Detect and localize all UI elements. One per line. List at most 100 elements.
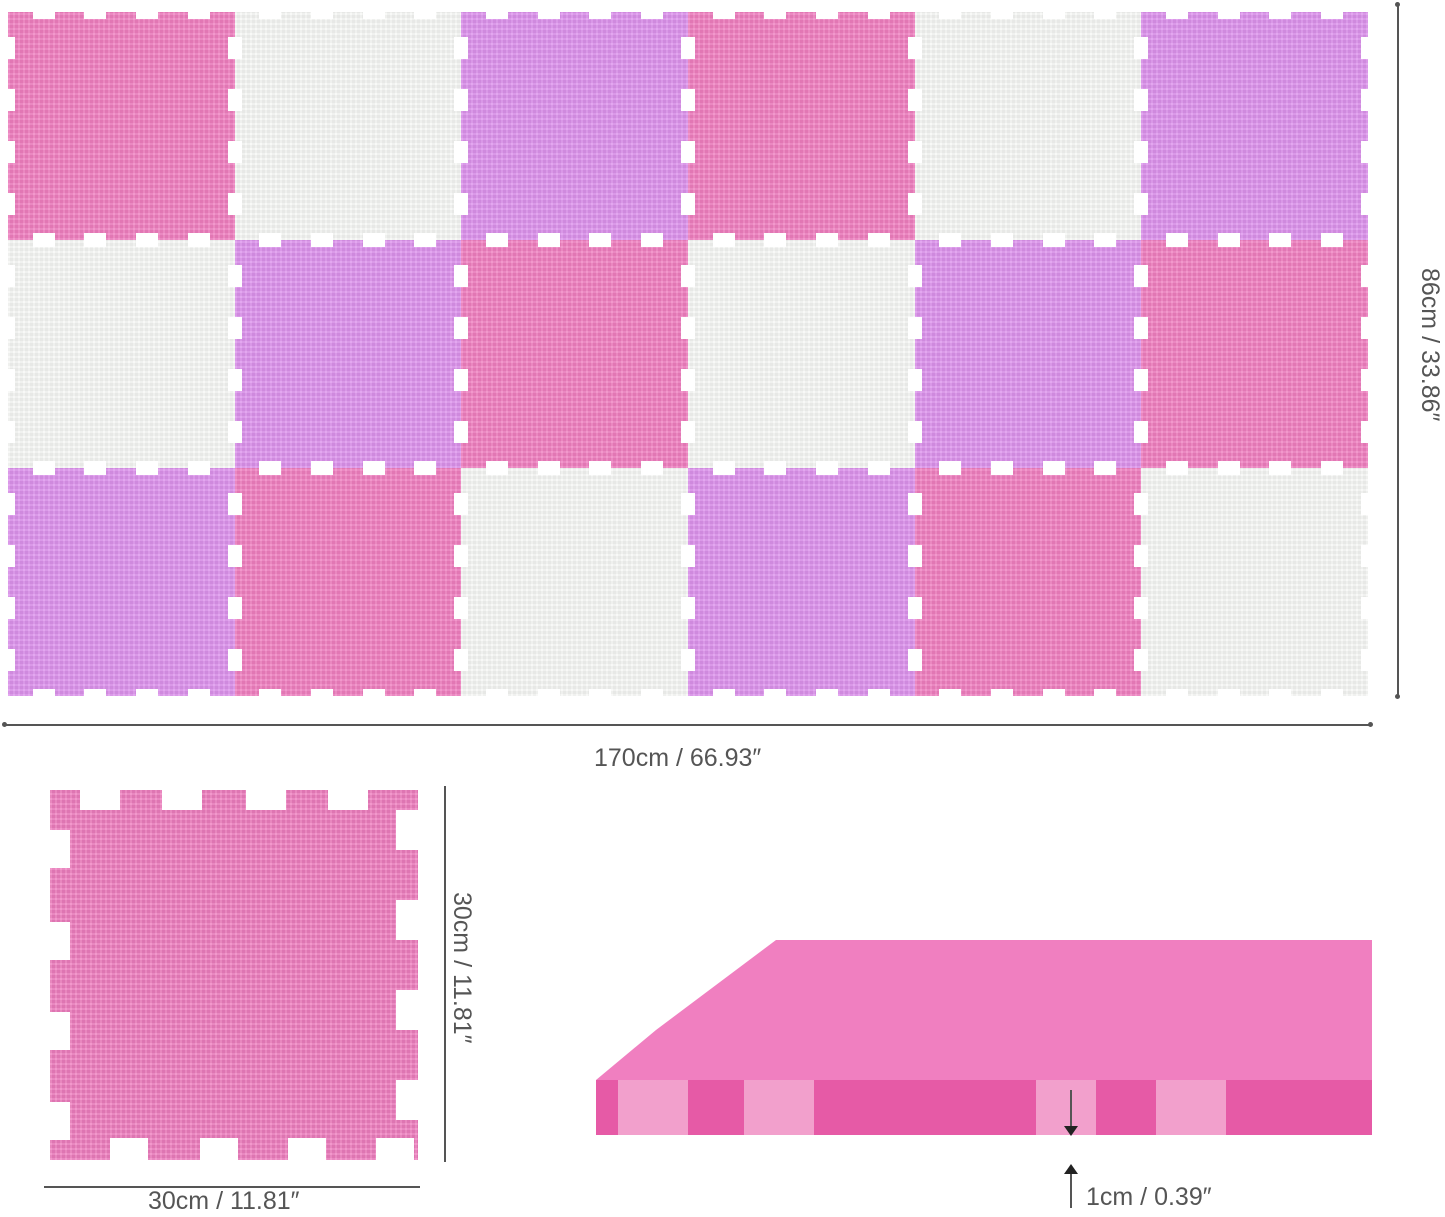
tile-notch bbox=[764, 233, 787, 247]
mat-tile-white bbox=[907, 5, 1149, 247]
tile-notch bbox=[1321, 461, 1344, 475]
tile-edge-left bbox=[1, 250, 15, 458]
tile-edge-top bbox=[925, 5, 1132, 19]
tile-edge-left bbox=[681, 478, 695, 686]
tile-notch bbox=[311, 233, 334, 247]
tile-edge-left bbox=[454, 250, 469, 458]
mat-tile-lilac bbox=[907, 233, 1149, 475]
tile-notch bbox=[1134, 597, 1149, 619]
tile-notch bbox=[907, 649, 922, 671]
tile-notch bbox=[991, 5, 1014, 19]
tile-notch bbox=[681, 421, 695, 443]
tile-notch bbox=[1269, 233, 1292, 247]
tile-edge-top bbox=[1151, 461, 1358, 475]
tile-notch bbox=[1217, 233, 1240, 247]
tile-notch bbox=[1134, 649, 1149, 671]
thickness-label: 1cm / 0.39″ bbox=[1086, 1183, 1212, 1211]
tile-notch bbox=[454, 545, 469, 567]
tile-edge-top bbox=[698, 233, 905, 247]
tile-edge-top bbox=[698, 5, 905, 19]
tile-notch bbox=[681, 265, 695, 287]
tile-edge-bottom bbox=[925, 689, 1132, 703]
tile-notch bbox=[1, 597, 15, 619]
tile-notch bbox=[1321, 689, 1344, 703]
tile-notch bbox=[1361, 89, 1375, 111]
tile-notch bbox=[227, 193, 242, 215]
tile-notch bbox=[907, 421, 922, 443]
tile-notch bbox=[136, 689, 159, 703]
tile-notch bbox=[1321, 233, 1344, 247]
tile-edge-left bbox=[227, 22, 242, 230]
tile-notch bbox=[1134, 421, 1149, 443]
tile-notch bbox=[1134, 37, 1149, 59]
tile-notch bbox=[907, 369, 922, 391]
tile-notch bbox=[939, 689, 962, 703]
tile-notch bbox=[454, 141, 469, 163]
tile-notch bbox=[1, 545, 15, 567]
tile-notch bbox=[84, 461, 107, 475]
tile-notch bbox=[589, 461, 612, 475]
width-dimension-cap-left bbox=[2, 722, 7, 727]
tile-notch bbox=[589, 689, 612, 703]
tile-notch bbox=[712, 461, 735, 475]
tile-edge-left bbox=[227, 250, 242, 458]
tile-notch bbox=[1042, 233, 1065, 247]
tile-edge-top bbox=[471, 5, 678, 19]
mat-tile-white bbox=[1, 233, 242, 475]
tile-notch bbox=[362, 233, 385, 247]
tile-notch bbox=[1, 649, 15, 671]
tile-edge-top bbox=[18, 5, 225, 19]
tile-notch bbox=[681, 369, 695, 391]
tile-edge-left bbox=[454, 22, 469, 230]
tile-notch bbox=[187, 233, 210, 247]
tile-edge-left bbox=[1134, 250, 1149, 458]
tile-notch bbox=[136, 461, 159, 475]
tile-notch bbox=[454, 317, 469, 339]
width-dimension-line bbox=[4, 724, 1372, 726]
tile-notch bbox=[187, 5, 210, 19]
tile-notch bbox=[454, 89, 469, 111]
tile-edge-top bbox=[471, 233, 678, 247]
tile-width-label: 30cm / 11.81″ bbox=[148, 1187, 300, 1215]
tile-notch bbox=[227, 265, 242, 287]
mat-tile-lilac bbox=[1, 461, 242, 703]
tile-edge-top bbox=[245, 461, 452, 475]
tile-notch bbox=[1269, 689, 1292, 703]
tile-edge-top bbox=[245, 233, 452, 247]
tile-notch bbox=[1, 421, 15, 443]
arrow-up-icon bbox=[1064, 1164, 1078, 1174]
tile-notch bbox=[681, 649, 695, 671]
tile-notch bbox=[537, 689, 560, 703]
tile-notch bbox=[486, 233, 509, 247]
tile-notch bbox=[907, 141, 922, 163]
tile-notch bbox=[1134, 369, 1149, 391]
tile-notch bbox=[454, 649, 469, 671]
tile-notch bbox=[1, 317, 15, 339]
mat-tile-white bbox=[1134, 461, 1375, 703]
tile-notch bbox=[764, 689, 787, 703]
tile-notch bbox=[486, 689, 509, 703]
tile-notch bbox=[84, 233, 107, 247]
tile-notch bbox=[1134, 89, 1149, 111]
tile-notch bbox=[641, 5, 664, 19]
tile-edge-top bbox=[245, 5, 452, 19]
tile-edge-top bbox=[925, 233, 1132, 247]
tile-notch bbox=[32, 233, 55, 247]
mat-tile-pink bbox=[907, 461, 1149, 703]
tile-notch bbox=[1, 193, 15, 215]
tile-notch bbox=[816, 5, 839, 19]
mat-tile-lilac bbox=[681, 461, 922, 703]
tile-notch bbox=[32, 461, 55, 475]
tile-notch bbox=[259, 689, 282, 703]
tile-notch bbox=[681, 37, 695, 59]
tile-notch bbox=[414, 233, 437, 247]
tile-notch bbox=[939, 461, 962, 475]
tile-perspective-view bbox=[596, 930, 1372, 1170]
tile-edge-left bbox=[681, 22, 695, 230]
tile-notch bbox=[681, 317, 695, 339]
tile-edge-bottom bbox=[18, 689, 225, 703]
tile-notch bbox=[1094, 5, 1117, 19]
tile-notch bbox=[454, 193, 469, 215]
tile-notch bbox=[1361, 493, 1375, 515]
tile-notch bbox=[1042, 5, 1065, 19]
